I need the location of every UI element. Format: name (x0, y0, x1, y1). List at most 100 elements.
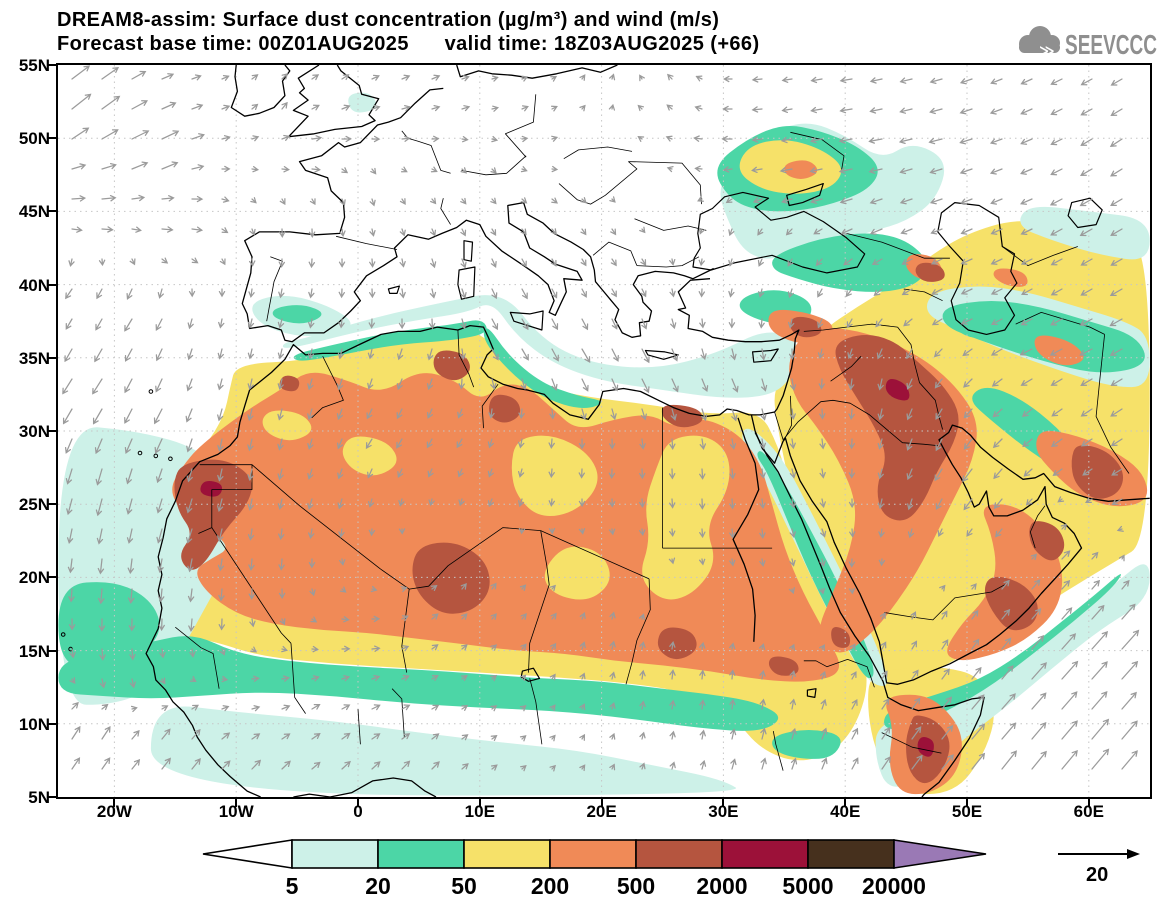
dust-region-niger-brick (412, 542, 490, 614)
colorbar-label: 2000 (696, 873, 747, 899)
colorbar-label: 200 (531, 873, 569, 899)
dust-region-libya-yellow-hole (511, 435, 598, 517)
dust-region-iraq-saudi-brick (835, 335, 959, 521)
dust-region-sudan-brick (657, 627, 697, 660)
x-tick-label: 10W (218, 802, 254, 821)
x-tick-mark (235, 799, 238, 807)
y-tick-label: 25N (18, 495, 50, 515)
x-tick-mark (113, 799, 116, 807)
dust-region-egypt-yellow-hole (642, 435, 730, 600)
colorbar-segment (721, 839, 809, 869)
x-tick-label: 20W (96, 802, 132, 821)
chart-title: DREAM8-assim: Surface dust concentration… (57, 9, 720, 31)
colorbar-label: 5000 (782, 873, 833, 899)
x-tick-mark (722, 799, 725, 807)
y-tick-mark (48, 722, 56, 725)
colorbar-segment (377, 839, 465, 869)
colorbar-label: 500 (617, 873, 655, 899)
y-tick-mark (48, 649, 56, 652)
colorbar-segment (635, 839, 723, 869)
cloud-icon: ≫ (1019, 26, 1060, 60)
y-tick-label: 55N (18, 56, 50, 75)
y-tick-label: 5N (28, 788, 50, 807)
colorbar-over-arrow (893, 839, 987, 869)
wind-reference-value: 20 (1086, 864, 1108, 886)
dust-region-sirte-coast-teal (483, 328, 601, 408)
y-tick-mark (48, 430, 56, 432)
y-tick-label: 10N (18, 714, 50, 734)
y-tick-label: 20N (18, 568, 50, 588)
x-tick-label: 60E (1073, 802, 1104, 821)
svg-text:≫: ≫ (1039, 43, 1055, 60)
dust-region-somalia-maroon (917, 737, 934, 757)
x-tick-mark (966, 799, 968, 807)
dust-region-med-fringe-cyan (282, 295, 798, 398)
colorbar-label: 50 (451, 873, 477, 899)
map-panel (56, 63, 1152, 799)
dust-region-morocco-brick (279, 375, 300, 392)
seevccc-logo: ≫ SEEVCCC (1019, 26, 1157, 60)
dust-region-darfur-brick (768, 656, 799, 676)
dust-region-wsahara-maroon (200, 480, 223, 497)
y-tick-mark (48, 64, 56, 66)
dust-region-england-cyan (348, 92, 377, 113)
x-tick-mark (357, 799, 359, 807)
dust-region-morocco-yellow-hole (262, 410, 312, 441)
colorbar-segment (291, 839, 379, 869)
x-tick-label: 50E (951, 802, 983, 821)
dust-region-wsahara-brick (174, 459, 252, 570)
y-tick-mark (48, 137, 56, 140)
y-tick-label: 50N (18, 129, 50, 149)
colorbar-label: 20 (365, 873, 391, 899)
colorbar-segment (463, 839, 551, 869)
colorbar-legend: 5 20 50 200 500 2000 5000 20000 (202, 839, 987, 899)
map-canvas (58, 65, 1150, 797)
logo-text: SEEVCCC (1065, 29, 1157, 60)
dust-region-caspian-south-teal (957, 318, 1010, 339)
y-tick-mark (48, 356, 56, 359)
y-tick-mark (48, 796, 56, 798)
y-tick-label: 35N (18, 348, 50, 368)
colorbar-segment (549, 839, 637, 869)
colorbar-under-arrow (202, 839, 293, 869)
x-tick-mark (844, 799, 847, 807)
y-tick-label: 45N (18, 202, 50, 222)
x-tick-mark (600, 799, 603, 807)
x-tick-label: 0 (353, 802, 363, 821)
dust-region-atlantic-teal (58, 582, 160, 667)
x-tick-mark (1087, 799, 1090, 807)
dust-region-sahel-teal (58, 636, 779, 731)
y-tick-label: 40N (18, 275, 50, 295)
colorbar-label: 5 (286, 873, 299, 899)
dust-region-guinea-cyan (150, 706, 737, 796)
wind-reference-arrowhead (1127, 849, 1140, 859)
y-tick-mark (48, 503, 56, 506)
dust-region-azerbaijan-brick (915, 262, 945, 282)
x-tick-label: 20E (586, 802, 617, 821)
x-tick-label: 30E (708, 802, 739, 821)
y-tick-mark (48, 576, 56, 579)
dust-region-spain-teal (272, 305, 322, 324)
dust-region-caucasus-teal (772, 233, 927, 292)
y-tick-mark (48, 210, 56, 213)
x-tick-mark (478, 799, 481, 807)
y-tick-label: 15N (18, 641, 50, 661)
colorbar-label: 20000 (862, 873, 926, 899)
dust-region-iran-pak-brick (1071, 445, 1124, 499)
colorbar-segment (807, 839, 895, 869)
dust-region-chad-yellow-hole (544, 546, 610, 600)
dust-region-oman-brick-1 (984, 576, 1038, 631)
x-tick-label: 10E (464, 802, 495, 821)
chart-subtitle: Forecast base time: 00Z01AUG2025 valid t… (57, 33, 760, 55)
dust-region-algeria-yellow-hole (342, 436, 397, 476)
dust-region-ethiopia-teal (772, 730, 841, 759)
wind-reference-legend: 20 (1058, 849, 1140, 886)
dust-region-oman-brick-2 (1029, 521, 1065, 561)
dust-region-turkmen-orange (993, 268, 1028, 287)
dust-region-tripoli-brick (489, 394, 521, 423)
x-tick-label: 40E (830, 802, 861, 821)
wind-arrows (62, 65, 1140, 772)
dust-region-iraq-maroon (885, 379, 910, 401)
dust-region-ukraine-orange-spot (784, 160, 818, 179)
